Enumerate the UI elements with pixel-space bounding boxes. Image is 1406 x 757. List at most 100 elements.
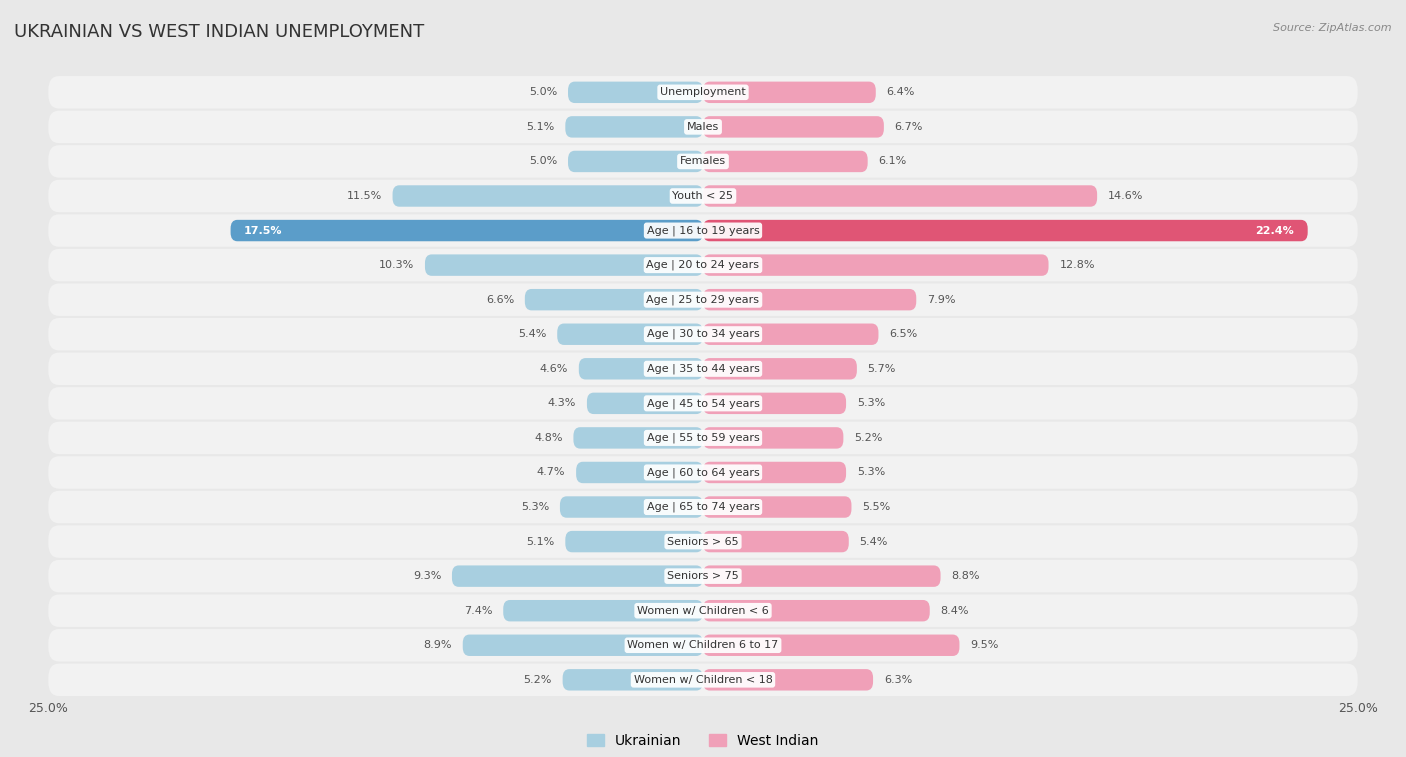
FancyBboxPatch shape (503, 600, 703, 621)
Text: 9.5%: 9.5% (970, 640, 998, 650)
Text: 25.0%: 25.0% (1339, 702, 1378, 715)
FancyBboxPatch shape (48, 318, 1358, 350)
Text: Females: Females (681, 157, 725, 167)
Text: 12.8%: 12.8% (1059, 260, 1095, 270)
FancyBboxPatch shape (576, 462, 703, 483)
Text: 6.6%: 6.6% (486, 294, 515, 304)
FancyBboxPatch shape (703, 531, 849, 553)
Text: 8.8%: 8.8% (952, 571, 980, 581)
Text: 4.8%: 4.8% (534, 433, 562, 443)
FancyBboxPatch shape (703, 116, 884, 138)
Text: Age | 30 to 34 years: Age | 30 to 34 years (647, 329, 759, 339)
FancyBboxPatch shape (703, 427, 844, 449)
Text: 5.2%: 5.2% (855, 433, 883, 443)
Text: 4.6%: 4.6% (540, 364, 568, 374)
Text: 7.9%: 7.9% (927, 294, 956, 304)
Text: 9.3%: 9.3% (413, 571, 441, 581)
FancyBboxPatch shape (703, 82, 876, 103)
Text: 4.3%: 4.3% (548, 398, 576, 408)
Text: Youth < 25: Youth < 25 (672, 191, 734, 201)
FancyBboxPatch shape (48, 560, 1358, 593)
Text: Age | 55 to 59 years: Age | 55 to 59 years (647, 433, 759, 443)
FancyBboxPatch shape (48, 179, 1358, 212)
FancyBboxPatch shape (48, 456, 1358, 489)
Text: 6.5%: 6.5% (889, 329, 918, 339)
FancyBboxPatch shape (703, 497, 852, 518)
FancyBboxPatch shape (568, 82, 703, 103)
FancyBboxPatch shape (579, 358, 703, 379)
FancyBboxPatch shape (568, 151, 703, 172)
FancyBboxPatch shape (703, 358, 856, 379)
FancyBboxPatch shape (48, 525, 1358, 558)
FancyBboxPatch shape (586, 393, 703, 414)
Text: Age | 45 to 54 years: Age | 45 to 54 years (647, 398, 759, 409)
FancyBboxPatch shape (703, 669, 873, 690)
Text: Age | 20 to 24 years: Age | 20 to 24 years (647, 260, 759, 270)
Text: 11.5%: 11.5% (346, 191, 382, 201)
Text: Age | 25 to 29 years: Age | 25 to 29 years (647, 294, 759, 305)
Text: Males: Males (688, 122, 718, 132)
FancyBboxPatch shape (48, 111, 1358, 143)
Text: Age | 16 to 19 years: Age | 16 to 19 years (647, 226, 759, 236)
Text: 5.4%: 5.4% (859, 537, 889, 547)
FancyBboxPatch shape (48, 283, 1358, 316)
Text: Age | 65 to 74 years: Age | 65 to 74 years (647, 502, 759, 512)
FancyBboxPatch shape (703, 289, 917, 310)
FancyBboxPatch shape (231, 220, 703, 241)
Text: 8.9%: 8.9% (423, 640, 451, 650)
FancyBboxPatch shape (463, 634, 703, 656)
FancyBboxPatch shape (703, 323, 879, 345)
Text: Age | 60 to 64 years: Age | 60 to 64 years (647, 467, 759, 478)
Text: 5.1%: 5.1% (526, 122, 554, 132)
Text: 5.5%: 5.5% (862, 502, 890, 512)
Legend: Ukrainian, West Indian: Ukrainian, West Indian (588, 734, 818, 748)
FancyBboxPatch shape (48, 76, 1358, 108)
Text: 6.3%: 6.3% (884, 674, 912, 685)
Text: UKRAINIAN VS WEST INDIAN UNEMPLOYMENT: UKRAINIAN VS WEST INDIAN UNEMPLOYMENT (14, 23, 425, 41)
FancyBboxPatch shape (574, 427, 703, 449)
Text: 5.1%: 5.1% (526, 537, 554, 547)
Text: Seniors > 75: Seniors > 75 (666, 571, 740, 581)
Text: 5.3%: 5.3% (856, 398, 886, 408)
FancyBboxPatch shape (703, 151, 868, 172)
FancyBboxPatch shape (565, 531, 703, 553)
Text: 5.7%: 5.7% (868, 364, 896, 374)
Text: 5.2%: 5.2% (523, 674, 551, 685)
Text: 6.7%: 6.7% (894, 122, 924, 132)
Text: 5.0%: 5.0% (529, 87, 557, 98)
FancyBboxPatch shape (425, 254, 703, 276)
Text: 6.1%: 6.1% (879, 157, 907, 167)
FancyBboxPatch shape (703, 600, 929, 621)
FancyBboxPatch shape (557, 323, 703, 345)
Text: 7.4%: 7.4% (464, 606, 492, 615)
FancyBboxPatch shape (48, 629, 1358, 662)
FancyBboxPatch shape (48, 353, 1358, 385)
FancyBboxPatch shape (703, 220, 1308, 241)
FancyBboxPatch shape (48, 422, 1358, 454)
FancyBboxPatch shape (48, 249, 1358, 282)
FancyBboxPatch shape (562, 669, 703, 690)
Text: Women w/ Children < 6: Women w/ Children < 6 (637, 606, 769, 615)
FancyBboxPatch shape (703, 565, 941, 587)
Text: Source: ZipAtlas.com: Source: ZipAtlas.com (1274, 23, 1392, 33)
FancyBboxPatch shape (48, 594, 1358, 627)
Text: 5.4%: 5.4% (517, 329, 547, 339)
Text: Seniors > 65: Seniors > 65 (668, 537, 738, 547)
Text: Women w/ Children < 18: Women w/ Children < 18 (634, 674, 772, 685)
FancyBboxPatch shape (703, 185, 1097, 207)
Text: 4.7%: 4.7% (537, 468, 565, 478)
FancyBboxPatch shape (392, 185, 703, 207)
Text: 17.5%: 17.5% (245, 226, 283, 235)
Text: 22.4%: 22.4% (1256, 226, 1294, 235)
FancyBboxPatch shape (524, 289, 703, 310)
Text: Unemployment: Unemployment (661, 87, 745, 98)
FancyBboxPatch shape (703, 634, 959, 656)
FancyBboxPatch shape (48, 491, 1358, 523)
FancyBboxPatch shape (48, 387, 1358, 419)
Text: Age | 35 to 44 years: Age | 35 to 44 years (647, 363, 759, 374)
Text: 10.3%: 10.3% (378, 260, 415, 270)
Text: 5.3%: 5.3% (520, 502, 550, 512)
FancyBboxPatch shape (48, 145, 1358, 178)
FancyBboxPatch shape (703, 393, 846, 414)
Text: 5.0%: 5.0% (529, 157, 557, 167)
